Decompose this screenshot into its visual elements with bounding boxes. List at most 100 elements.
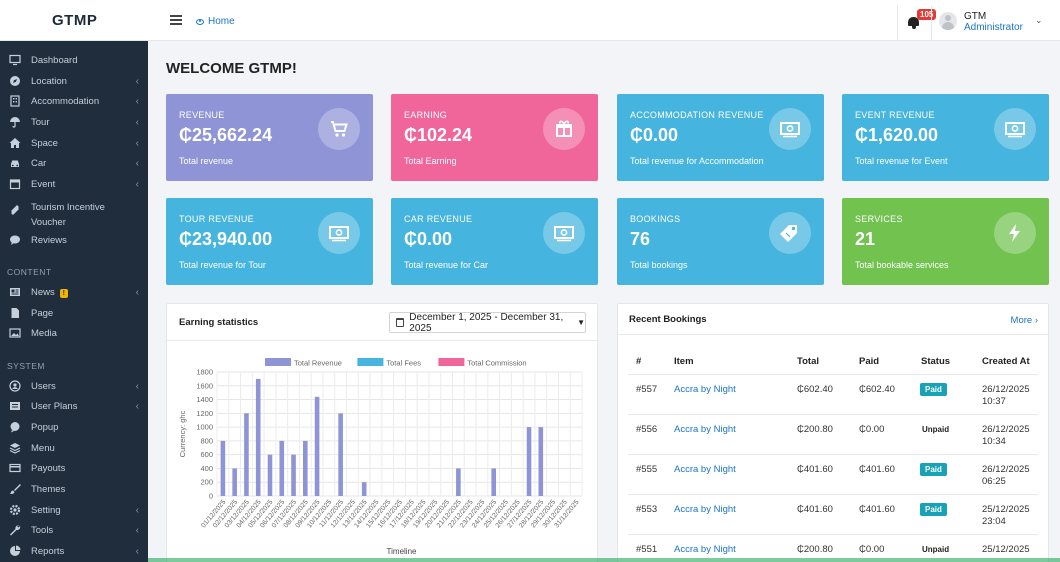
stat-card-services[interactable]: SERVICES 21 Total bookable services <box>842 198 1049 285</box>
sidebar-item-location[interactable]: Location ‹ <box>0 71 148 91</box>
sidebar-item-tourism-incentive-voucher[interactable]: Tourism Incentive Voucher <box>0 197 148 228</box>
sidebar-item-label: Accommodation <box>31 95 100 107</box>
top-bar: GTMP Home 105 GTM Administrator ⌄ <box>0 0 1060 41</box>
avatar[interactable] <box>939 12 957 30</box>
card-subtitle: Total revenue for Accommodation <box>630 156 764 166</box>
booking-paid: ₵0.00 <box>859 544 885 555</box>
breadcrumb-home[interactable]: Home <box>208 16 235 27</box>
stat-card-accommodation-revenue[interactable]: ACCOMMODATION REVENUE ₵0.00 Total revenu… <box>617 94 824 181</box>
y-tick-label: 0 <box>209 492 213 501</box>
notifications-bell-icon[interactable] <box>906 12 922 30</box>
booking-item-link[interactable]: Accra by Night <box>674 504 736 515</box>
sidebar-item-tour[interactable]: Tour ‹ <box>0 112 148 132</box>
sidebar-item-menu[interactable]: Menu <box>0 438 148 458</box>
booking-item-link[interactable]: Accra by Night <box>674 424 736 435</box>
sidebar-item-users[interactable]: Users ‹ <box>0 376 148 396</box>
date-range-value: December 1, 2025 - December 31, 2025 <box>409 311 564 334</box>
booking-date: 25/12/2025 <box>982 504 1030 515</box>
stat-card-event-revenue[interactable]: EVENT REVENUE ₵1,620.00 Total revenue fo… <box>842 94 1049 181</box>
table-header: Created At <box>982 356 1030 367</box>
booking-item-link[interactable]: Accra by Night <box>674 384 736 395</box>
table-header: Paid <box>859 356 880 367</box>
divider <box>628 374 1038 375</box>
money-icon <box>318 212 360 254</box>
sidebar-item-news[interactable]: News! ‹ <box>0 282 148 302</box>
bar <box>279 440 285 496</box>
sidebar-item-event[interactable]: Event ‹ <box>0 174 148 194</box>
stat-card-tour-revenue[interactable]: TOUR REVENUE ₵23,940.00 Total revenue fo… <box>166 198 373 285</box>
chevron-left-icon: ‹ <box>135 178 139 190</box>
stat-card-car-revenue[interactable]: CAR REVENUE ₵0.00 Total revenue for Car <box>391 198 598 285</box>
bolt-icon <box>994 212 1036 254</box>
booking-paid: ₵0.00 <box>859 424 885 435</box>
legend-swatch <box>357 358 384 366</box>
card-value: ₵23,940.00 <box>179 229 273 249</box>
booking-paid: ₵602.40 <box>859 384 895 395</box>
sidebar-item-label: Payouts <box>31 462 66 474</box>
brand-logo[interactable]: GTMP <box>52 12 98 29</box>
menu-toggle-icon[interactable] <box>170 15 182 25</box>
user-name[interactable]: GTM <box>964 11 987 22</box>
sidebar-item-tools[interactable]: Tools ‹ <box>0 520 148 540</box>
sidebar-item-reviews[interactable]: Reviews <box>0 230 148 250</box>
sidebar-item-user-plans[interactable]: User Plans ‹ <box>0 396 148 416</box>
card-subtitle: Total revenue for Event <box>855 156 948 166</box>
booking-item-link[interactable]: Accra by Night <box>674 544 736 555</box>
sidebar-item-page[interactable]: Page <box>0 303 148 323</box>
booking-date: 26/12/2025 <box>982 424 1030 435</box>
layers-icon <box>9 442 21 454</box>
chevron-left-icon: ‹ <box>135 380 139 392</box>
more-link[interactable]: More › <box>1010 315 1038 326</box>
sidebar-item-car[interactable]: Car ‹ <box>0 153 148 173</box>
bar <box>314 396 320 496</box>
card-title: TOUR REVENUE <box>179 214 254 224</box>
stat-card-earning[interactable]: EARNING ₵102.24 Total Earning <box>391 94 598 181</box>
status-badge: Paid <box>920 503 947 516</box>
y-tick-label: 400 <box>200 464 213 473</box>
earning-bar-chart: Total Revenue Total Fees Total Commission 0… <box>178 358 583 556</box>
chevron-left-icon: ‹ <box>135 545 139 557</box>
card-title: BOOKINGS <box>630 214 681 224</box>
card-value: 76 <box>630 229 651 249</box>
chevron-down-icon[interactable]: ⌄ <box>1035 15 1043 25</box>
cart-icon <box>318 108 360 150</box>
y-tick-label: 200 <box>200 478 213 487</box>
booking-item-link[interactable]: Accra by Night <box>674 464 736 475</box>
card-subtitle: Total revenue <box>179 156 234 166</box>
date-range-picker[interactable]: December 1, 2025 - December 31, 2025 ▼ <box>389 311 586 334</box>
bar <box>255 378 261 496</box>
table-header: Status <box>921 356 951 367</box>
sidebar-item-popup[interactable]: Popup <box>0 417 148 437</box>
table-header: Item <box>674 356 694 367</box>
sidebar-item-space[interactable]: Space ‹ <box>0 133 148 153</box>
sidebar-item-label: Reports <box>31 545 65 557</box>
chevron-left-icon: ‹ <box>135 286 139 298</box>
sidebar-item-media[interactable]: Media <box>0 323 148 343</box>
card-value: ₵25,662.24 <box>179 125 273 145</box>
user-role[interactable]: Administrator <box>964 22 1023 33</box>
card-subtitle: Total Earning <box>404 156 457 166</box>
card-subtitle: Total bookable services <box>855 260 949 270</box>
booking-id: #553 <box>636 504 658 515</box>
sidebar-item-reports[interactable]: Reports ‹ <box>0 541 148 561</box>
recent-bookings-panel: Recent Bookings More › # Item Total Paid Sta… <box>617 303 1049 562</box>
sidebar-item-accommodation[interactable]: Accommodation ‹ <box>0 91 148 111</box>
y-axis-label: Currency: ghc <box>178 410 187 457</box>
sidebar-item-setting[interactable]: Setting ‹ <box>0 500 148 520</box>
gift-icon <box>543 108 585 150</box>
sidebar-item-label: Page <box>31 307 54 319</box>
bar <box>491 468 496 496</box>
sidebar-item-dashboard[interactable]: Dashboard <box>0 50 148 70</box>
divider <box>628 454 1038 455</box>
calendar-icon <box>9 178 21 190</box>
chevron-left-icon: ‹ <box>135 75 139 87</box>
card-value: ₵0.00 <box>630 125 679 145</box>
stat-card-bookings[interactable]: BOOKINGS 76 Total bookings <box>617 198 824 285</box>
sidebar-item-payouts[interactable]: Payouts <box>0 458 148 478</box>
sidebar-item-themes[interactable]: Themes <box>0 479 148 499</box>
sidebar-section-heading: CONTENT <box>7 267 52 277</box>
divider <box>618 334 1048 335</box>
breadcrumb[interactable]: Home <box>196 16 235 27</box>
y-tick-label: 1200 <box>196 409 213 418</box>
stat-card-revenue[interactable]: REVENUE ₵25,662.24 Total revenue <box>166 94 373 181</box>
